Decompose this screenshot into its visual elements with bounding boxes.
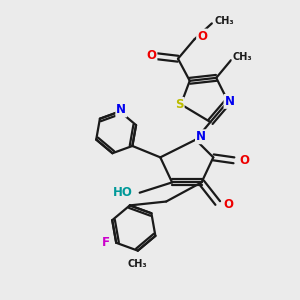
Text: HO: HO xyxy=(112,186,132,199)
Text: S: S xyxy=(175,98,184,111)
Text: O: O xyxy=(146,49,157,62)
Text: CH₃: CH₃ xyxy=(128,259,148,269)
Text: CH₃: CH₃ xyxy=(214,16,234,26)
Text: CH₃: CH₃ xyxy=(232,52,252,62)
Text: O: O xyxy=(224,198,234,211)
Text: N: N xyxy=(196,130,206,143)
Text: N: N xyxy=(224,95,235,108)
Text: N: N xyxy=(116,103,126,116)
Text: F: F xyxy=(102,236,110,249)
Text: O: O xyxy=(197,30,207,43)
Text: O: O xyxy=(239,154,249,167)
